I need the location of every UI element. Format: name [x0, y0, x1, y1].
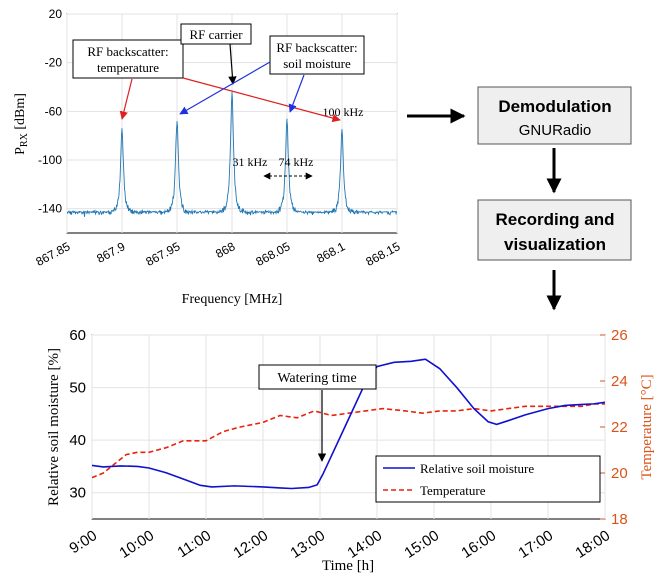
annotation-line-2: temperature — [97, 60, 159, 75]
flow-diagram: Demodulation GNURadio Recording and visu… — [407, 86, 632, 311]
x-tick-label: 867.95 — [143, 239, 182, 269]
demodulation-rect — [477, 86, 632, 145]
soil-moisture-series — [92, 358, 605, 490]
annotation-line-1: RF backscatter: — [276, 40, 357, 55]
annotation-line-1: RF carrier — [189, 27, 243, 42]
spectrum-y-ticks: 20 -20 -60 -100 -140 — [38, 7, 62, 216]
x-tick-label: 9:00 — [66, 527, 100, 557]
x-tick-label: 15:00 — [401, 527, 442, 562]
x-tick-label: 17:00 — [515, 527, 556, 562]
annotation-line-2: soil moisture — [283, 56, 351, 71]
timeseries-plot: 30 40 50 60 18 20 22 24 26 9:00 10:00 11:00 12:00 1… — [46, 327, 655, 574]
timeseries-left-y-axis-label: Relative soil moisture [%] — [46, 348, 62, 506]
annotation-backscatter-soil: RF backscatter: soil moisture — [269, 35, 365, 75]
arrow-soil-left — [179, 61, 271, 115]
temperature-series — [92, 403, 605, 479]
x-tick-label: 10:00 — [116, 527, 157, 562]
demodulation-box: Demodulation GNURadio — [477, 86, 632, 145]
left-y-tick-label: 30 — [69, 485, 86, 502]
legend: Relative soil moisture Temperature — [375, 455, 601, 503]
left-y-tick-label: 40 — [69, 432, 86, 449]
x-tick-label: 13:00 — [287, 527, 328, 562]
x-tick-label: 868.05 — [253, 239, 292, 269]
recording-box: Recording and visualization — [477, 199, 632, 261]
annotation-74khz: 74 kHz — [279, 155, 314, 169]
left-y-tick-label: 50 — [69, 380, 86, 397]
y-tick-label: -60 — [45, 104, 63, 118]
x-tick-label: 11:00 — [174, 527, 214, 561]
demodulation-title: Demodulation — [498, 97, 611, 116]
spectrum-plot: 20 -20 -60 -100 -140 867.85 867.9 867.95 868 868… — [13, 7, 403, 307]
x-tick-label: 868 — [213, 239, 238, 261]
right-y-tick-label: 26 — [611, 327, 628, 344]
y-tick-label: 20 — [49, 7, 63, 21]
x-tick-label: 18:00 — [572, 527, 613, 562]
recording-rect — [477, 199, 632, 261]
x-tick-label: 12:00 — [230, 527, 271, 562]
right-y-tick-label: 24 — [611, 373, 628, 390]
demodulation-subtitle: GNURadio — [519, 122, 592, 139]
right-y-tick-label: 18 — [611, 511, 628, 528]
y-tick-label: -100 — [38, 153, 62, 167]
y-tick-label: -140 — [38, 202, 62, 216]
x-tick-label: 868.15 — [363, 239, 402, 269]
right-y-tick-label: 20 — [611, 465, 628, 482]
arrow-carrier — [228, 43, 237, 85]
annotation-box — [269, 35, 365, 75]
y-tick-label: -20 — [45, 56, 63, 70]
annotation-backscatter-temperature: RF backscatter: temperature — [72, 39, 184, 79]
spectrum-x-axis-label: Frequency [MHz] — [182, 292, 283, 307]
spectrum-y-axis-label: PRX [dBm] — [13, 93, 30, 155]
recording-line-1: Recording and — [495, 210, 614, 229]
x-tick-label: 14:00 — [344, 527, 385, 562]
arrow-soil-right — [288, 74, 305, 113]
annotation-carrier: RF carrier — [180, 23, 252, 45]
x-tick-label: 867.9 — [94, 239, 127, 266]
right-y-tick-label: 22 — [611, 419, 628, 436]
annotation-line-1: RF backscatter: — [87, 44, 168, 59]
legend-temperature-label: Temperature — [420, 483, 486, 498]
legend-box — [375, 455, 601, 503]
timeseries-right-y-axis-label: Temperature [°C] — [639, 374, 655, 479]
annotation-text: Watering time — [277, 371, 356, 386]
left-y-tick-label: 60 — [69, 327, 86, 344]
timeseries-x-ticks: 9:00 10:00 11:00 12:00 13:00 14:00 15:00 16:00 1… — [66, 527, 613, 562]
recording-line-2: visualization — [504, 235, 606, 254]
arrow-temp-right — [182, 77, 341, 123]
timeseries-left-y-ticks: 30 40 50 60 — [69, 327, 86, 502]
annotation-31khz: 31 kHz — [233, 155, 268, 169]
annotation-box — [258, 364, 377, 390]
arrow-temp-left — [119, 78, 133, 120]
spectrum-trace — [67, 91, 397, 217]
x-tick-label: 868.1 — [314, 239, 347, 266]
x-tick-label: 867.85 — [33, 239, 72, 269]
timeseries-x-axis-label: Time [h] — [322, 558, 374, 574]
x-tick-label: 16:00 — [458, 527, 499, 562]
annotation-box — [72, 39, 184, 79]
timeseries-right-y-ticks: 18 20 22 24 26 — [600, 327, 628, 528]
annotation-watering-time: Watering time — [258, 364, 377, 462]
spectrum-x-ticks: 867.85 867.9 867.95 868 868.05 868.1 868.15 — [33, 239, 402, 269]
annotation-box — [180, 23, 252, 45]
legend-moisture-label: Relative soil moisture — [420, 461, 534, 476]
